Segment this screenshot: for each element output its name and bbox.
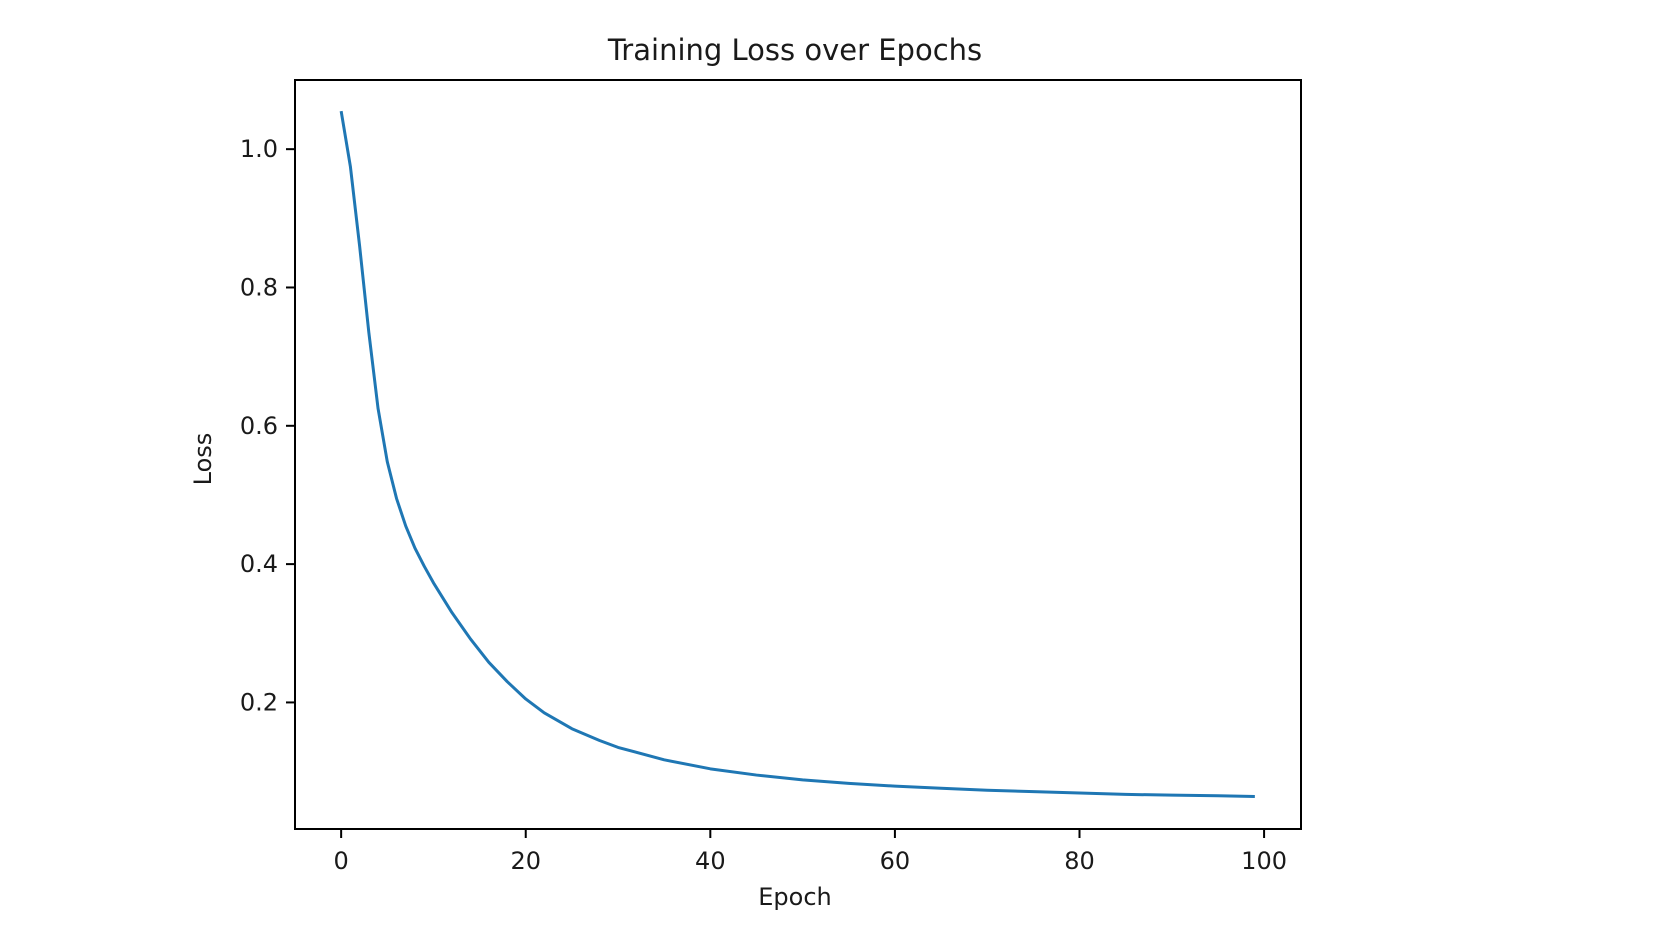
x-tick-label: 60 xyxy=(880,847,911,875)
x-tick-label: 40 xyxy=(695,847,726,875)
y-axis-label: Loss xyxy=(189,433,217,486)
x-tick-label: 20 xyxy=(510,847,541,875)
series-line-0 xyxy=(339,110,1255,798)
x-tick-label: 0 xyxy=(334,847,349,875)
axes: 0 20 40 60 80 100 0.2 0.4 0.6 0.8 1.0 xyxy=(240,79,1302,875)
x-tick-label: 100 xyxy=(1241,847,1287,875)
y-tick-label: 0.4 xyxy=(240,550,278,578)
y-tick-label: 1.0 xyxy=(240,135,278,163)
x-axis-label: Epoch xyxy=(758,883,832,911)
x-tick-label: 80 xyxy=(1064,847,1095,875)
y-tick-label: 0.2 xyxy=(240,688,278,716)
chart-title: Training Loss over Epochs xyxy=(607,33,982,67)
y-tick-label: 0.8 xyxy=(240,273,278,301)
plot-area xyxy=(339,110,1255,798)
axes-frame xyxy=(294,79,1302,830)
y-tick-label: 0.6 xyxy=(240,412,278,440)
